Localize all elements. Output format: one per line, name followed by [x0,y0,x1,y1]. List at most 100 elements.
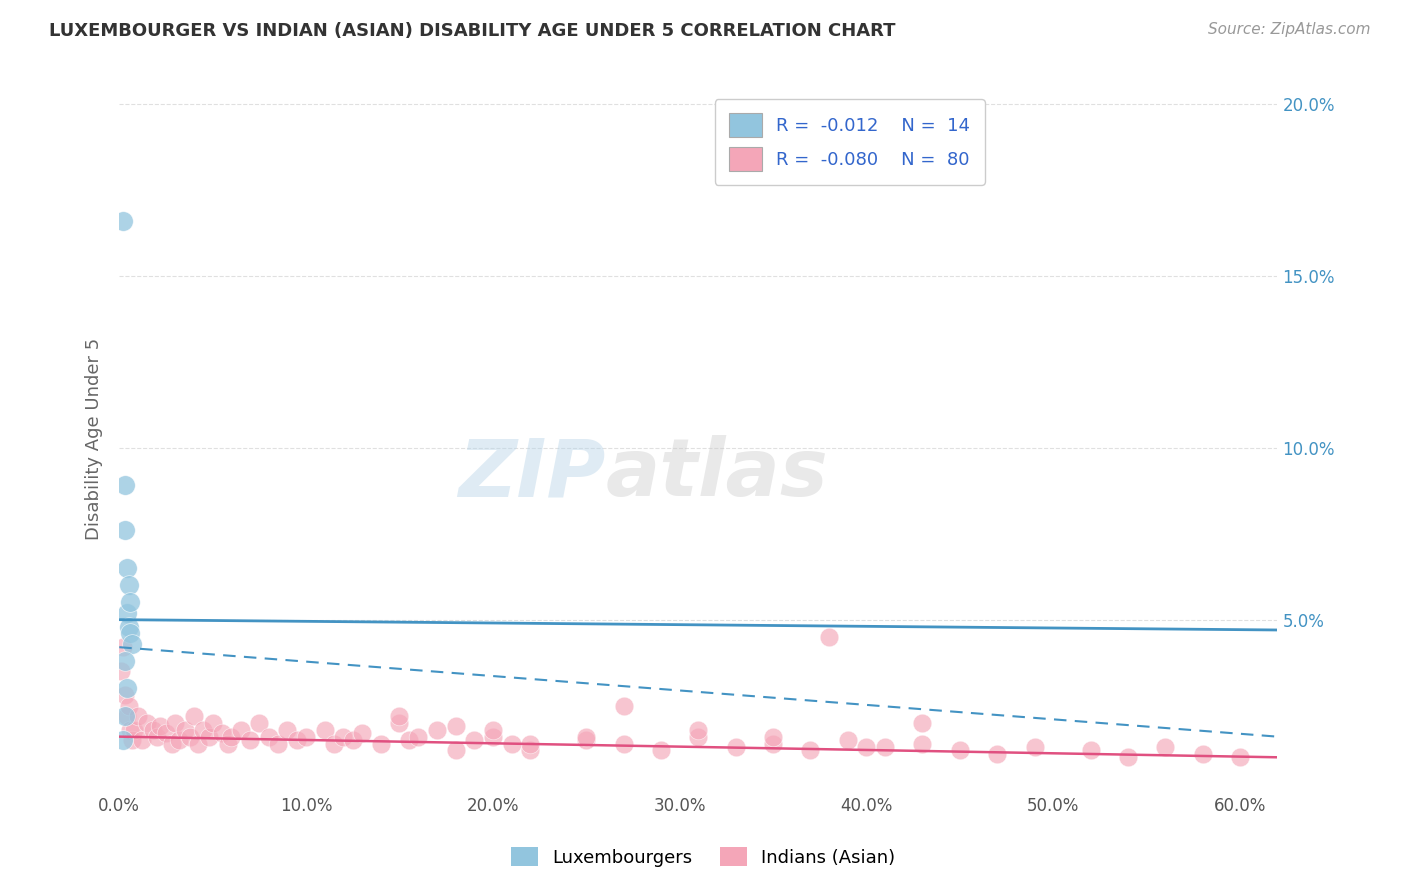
Point [110,665,132,679]
Point [613,698,636,713]
Text: ZIP: ZIP [458,435,606,513]
Point [575,730,598,744]
Point [501,737,523,751]
Point [949,743,972,757]
Point [114,523,136,537]
Point [122,723,145,737]
Point [127,709,149,723]
Point [724,739,747,754]
Point [482,730,505,744]
Point [111,733,134,747]
Point [911,715,934,730]
Point [221,730,243,744]
Point [193,723,215,737]
Point [519,737,541,751]
Point [575,733,598,747]
Point [314,723,336,737]
Point [201,715,224,730]
Point [167,733,190,747]
Point [121,637,143,651]
Point [183,709,205,723]
Point [1191,747,1213,761]
Point [875,739,897,754]
Point [482,723,505,737]
Point [239,733,262,747]
Point [160,737,183,751]
Point [145,730,167,744]
Point [285,733,308,747]
Point [406,730,429,744]
Point [370,737,392,751]
Point [267,737,290,751]
Point [818,630,841,644]
Point [179,730,201,744]
Point [120,595,142,609]
Point [342,733,364,747]
Point [444,719,467,733]
Point [142,723,165,737]
Point [688,730,710,744]
Legend: Luxembourgers, Indians (Asian): Luxembourgers, Indians (Asian) [503,840,903,874]
Point [114,478,136,492]
Point [855,739,877,754]
Text: atlas: atlas [606,435,828,513]
Point [114,709,136,723]
Point [762,730,785,744]
Point [117,619,139,633]
Point [115,561,138,575]
Point [187,737,209,751]
Point [149,719,172,733]
Text: LUXEMBOURGER VS INDIAN (ASIAN) DISABILITY AGE UNDER 5 CORRELATION CHART: LUXEMBOURGER VS INDIAN (ASIAN) DISABILIT… [49,22,896,40]
Point [388,709,411,723]
Point [111,640,134,655]
Point [650,743,672,757]
Point [295,730,318,744]
Point [136,715,159,730]
Point [388,715,411,730]
Point [111,213,134,227]
Point [115,606,138,620]
Point [799,743,821,757]
Point [986,747,1008,761]
Point [217,737,239,751]
Point [688,723,710,737]
Point [121,733,143,747]
Text: Source: ZipAtlas.com: Source: ZipAtlas.com [1208,22,1371,37]
Point [1080,743,1102,757]
Point [911,737,934,751]
Point [247,715,270,730]
Point [115,709,138,723]
Point [173,723,195,737]
Point [117,698,139,713]
Point [1229,750,1251,764]
Point [115,681,138,696]
Point [1024,739,1046,754]
Point [276,723,298,737]
Y-axis label: Disability Age Under 5: Disability Age Under 5 [86,338,103,541]
Point [837,733,859,747]
Point [114,689,136,703]
Point [114,654,136,668]
Point [426,723,449,737]
Point [323,737,346,751]
Point [613,737,636,751]
Point [165,715,187,730]
Point [117,578,139,592]
Point [211,726,233,740]
Point [332,730,354,744]
Point [519,743,541,757]
Point [1116,750,1139,764]
Point [444,743,467,757]
Point [131,733,153,747]
Point [1154,739,1177,754]
Point [120,723,142,737]
Point [198,730,221,744]
Point [229,723,252,737]
Point [120,626,142,640]
Point [352,726,374,740]
Point [762,737,785,751]
Legend: R =  -0.012    N =  14, R =  -0.080    N =  80: R = -0.012 N = 14, R = -0.080 N = 80 [714,99,984,185]
Point [398,733,420,747]
Point [155,726,177,740]
Point [257,730,280,744]
